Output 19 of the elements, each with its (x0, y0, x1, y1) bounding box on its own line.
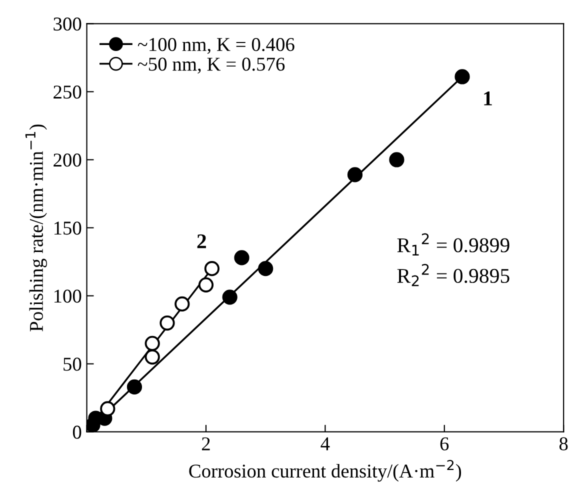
legend-label: ~50 nm, K = 0.576 (138, 58, 285, 74)
annotation: 2 (197, 234, 206, 248)
y-tick-label: 300 (54, 17, 82, 31)
annotation: R$_{1}$$^{2}$ = 0.9899 (397, 233, 510, 256)
x-tick-label: 6 (440, 437, 449, 450)
y-tick-label: 150 (54, 222, 82, 235)
annotation: 1 (484, 92, 492, 106)
x-axis-title: Corrosion current density/(A·m$^{−2}$) (189, 460, 462, 482)
x-tick-label: 8 (559, 437, 568, 450)
x-tick-label: 4 (320, 437, 330, 450)
y-tick-label: 0 (72, 426, 82, 439)
y-tick-label: 100 (54, 290, 82, 303)
annotation: R$_{2}$$^{2}$ = 0.9895 (397, 264, 510, 286)
y-tick-label: 200 (54, 154, 82, 167)
legend-label: ~100 nm, K = 0.406 (138, 38, 294, 54)
y-tick-label: 250 (54, 86, 82, 99)
y-axis-title: Polishing rate/(nm·min$^{−1}$) (25, 124, 47, 332)
x-tick-label: 2 (202, 437, 210, 450)
y-tick-label: 50 (64, 358, 82, 371)
